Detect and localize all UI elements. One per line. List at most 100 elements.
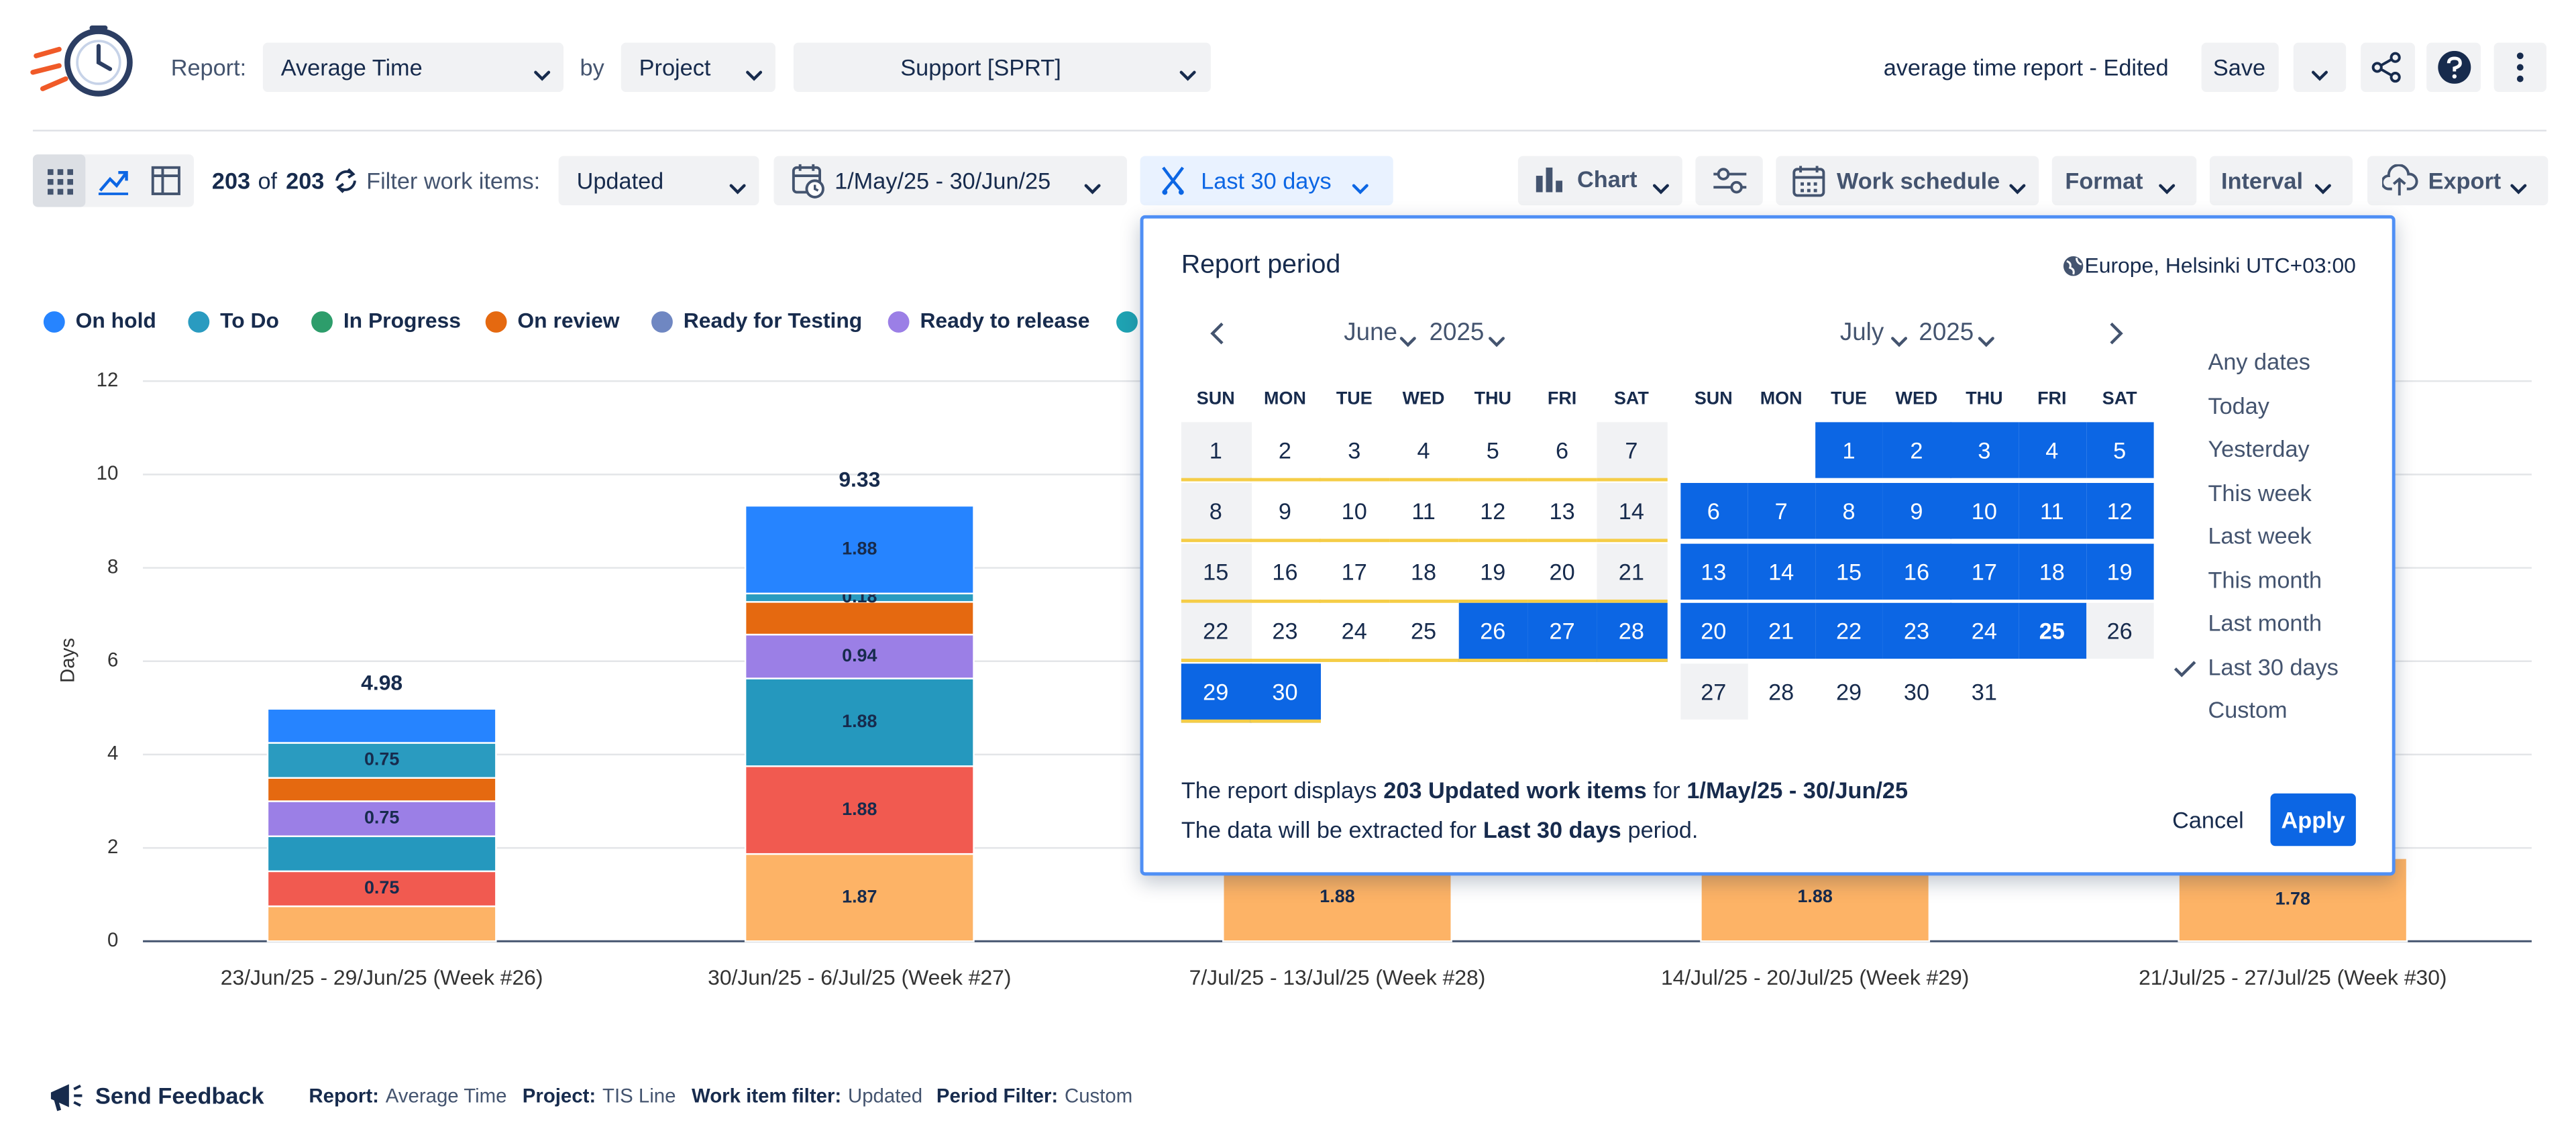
chevron [1978,327,1994,347]
day-cell[interactable] [1389,422,1459,482]
preset-option[interactable] [2177,603,2374,643]
day-cell[interactable] [1950,603,2019,660]
day-cell[interactable] [1527,543,1598,602]
group-select[interactable] [621,42,775,93]
day-cell[interactable] [2018,422,2087,478]
day-cell[interactable] [1320,604,1390,663]
project-select[interactable] [793,42,1211,93]
day-cell[interactable] [1320,483,1390,542]
day-cell[interactable] [1389,543,1459,602]
x-tick-label: 23/Jun/25 - 29/Jun/25 (Week #26) [221,965,543,989]
y-axis-title: Days [57,638,79,683]
save-button[interactable] [2201,42,2279,93]
preset-option[interactable] [2177,690,2374,730]
share-button[interactable] [2361,42,2416,93]
day-cell[interactable] [1747,603,1816,660]
day-cell[interactable] [1815,422,1884,478]
day-cell[interactable] [1748,664,1816,720]
period-select[interactable] [1140,156,1393,206]
y-tick-label: 6 [107,649,118,671]
filter-select[interactable] [558,156,759,206]
day-cell[interactable] [1680,603,1748,660]
preset-option[interactable] [2177,647,2374,686]
chart-type-select[interactable] [1517,156,1682,206]
footer-item-label: Report: [309,1084,379,1107]
day-cell[interactable] [2018,543,2087,599]
day-cell[interactable] [1815,603,1884,660]
day-cell[interactable] [1883,664,1951,720]
day-cell[interactable] [2018,482,2087,539]
day-cell[interactable] [1680,543,1748,599]
day-cell[interactable] [2018,603,2087,660]
day-cell[interactable] [1527,603,1598,663]
apply-button[interactable] [2270,793,2356,847]
work-schedule-select[interactable] [1776,156,2039,206]
day-cell[interactable] [1389,483,1459,542]
day-cell[interactable] [1950,422,2019,478]
day-cell[interactable] [1597,603,1667,663]
day-cell[interactable] [1597,482,1667,542]
day-cell[interactable] [1181,663,1251,724]
day-cell[interactable] [1882,603,1951,660]
preset-option[interactable] [2177,559,2374,599]
chevron [534,61,551,81]
day-cell[interactable] [1458,543,1528,602]
day-cell[interactable] [1458,422,1528,482]
day-cell[interactable] [1815,482,1884,539]
day-cell[interactable] [1680,663,1748,720]
day-cell[interactable] [1882,482,1951,539]
schedule-icon-glyph [1792,166,1825,197]
day-cell[interactable] [1950,482,2019,539]
cancel-button[interactable] [2162,797,2254,843]
day-cell[interactable] [1320,543,1390,602]
chevron [2159,174,2176,195]
preset-option[interactable] [2177,472,2374,512]
day-cell[interactable] [1250,604,1321,663]
day-cell[interactable] [2086,603,2155,660]
format-select[interactable] [2051,156,2197,206]
day-cell[interactable] [1597,543,1667,602]
day-cell[interactable] [1250,543,1321,602]
day-cell[interactable] [1181,603,1251,663]
report-select[interactable] [262,42,564,93]
day-cell[interactable] [1680,482,1748,539]
day-cell[interactable] [1951,664,2019,720]
day-cell[interactable] [1181,543,1251,602]
preset-option[interactable] [2177,429,2374,468]
segment-label: 1.88 [842,711,877,731]
segment-label: 0.75 [364,877,399,897]
schedule-icon [1792,164,1825,197]
day-cell[interactable] [1950,543,2019,599]
day-cell[interactable] [1882,543,1951,599]
day-cell[interactable] [2086,543,2155,599]
settings-button[interactable] [1695,156,1763,206]
day-cell[interactable] [1250,663,1321,724]
day-cell[interactable] [1815,543,1884,599]
globe-icon-glyph [2063,256,2084,276]
day-cell[interactable] [1181,482,1251,542]
preset-option[interactable] [2177,385,2374,425]
day-cell[interactable] [1320,422,1390,482]
day-cell[interactable] [1458,483,1528,542]
preset-option[interactable] [2177,341,2374,381]
day-cell[interactable] [2086,422,2155,478]
day-cell[interactable] [1250,483,1321,542]
day-cell[interactable] [1815,664,1884,720]
day-cell[interactable] [1181,422,1251,482]
day-cell[interactable] [1458,603,1528,663]
day-cell[interactable] [1389,604,1459,663]
feedback-link[interactable] [43,1076,265,1115]
day-cell[interactable] [1250,422,1321,482]
preset-option[interactable] [2177,516,2374,555]
day-cell[interactable] [1527,422,1598,482]
day-cell[interactable] [1747,543,1816,599]
day-cell[interactable] [1527,483,1598,542]
interval-select[interactable] [2209,156,2353,206]
day-cell[interactable] [2086,482,2155,539]
day-cell[interactable] [1882,422,1951,478]
save-menu-button[interactable] [2293,42,2347,93]
day-cell[interactable] [1597,422,1667,482]
bar-segment [266,742,497,779]
day-cell[interactable] [1747,482,1816,539]
date-range-select[interactable] [773,156,1128,206]
